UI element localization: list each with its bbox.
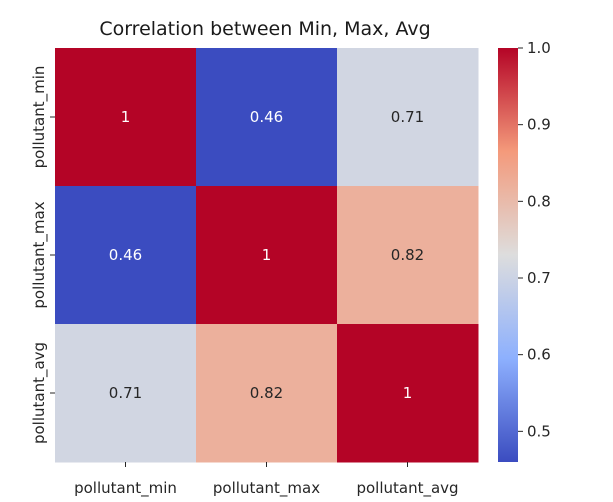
heatmap-cell-1-2 — [337, 186, 479, 325]
y-tick-label: pollutant_max — [30, 201, 49, 308]
heatmap-cell-0-1 — [196, 48, 338, 187]
x-tick-label: pollutant_max — [213, 479, 320, 498]
colorbar-tick-label: 0.9 — [527, 116, 551, 134]
heatmap-cells: 1 0.46 0.71 0.46 1 0.82 0.71 0.82 1 — [55, 48, 479, 463]
y-tick-label: pollutant_avg — [30, 342, 49, 444]
chart-title: Correlation between Min, Max, Avg — [99, 18, 430, 40]
colorbar: 0.5 0.6 0.7 0.8 0.9 1.0 — [498, 39, 551, 462]
heatmap-cell-2-1 — [196, 324, 338, 463]
cell-annotation-0-2: 0.71 — [391, 108, 424, 126]
heatmap-cell-2-0 — [55, 324, 197, 463]
x-tick-label: pollutant_min — [74, 479, 177, 498]
heatmap-cell-1-1 — [196, 186, 338, 325]
cell-annotation-1-2: 0.82 — [391, 246, 424, 264]
heatmap-cell-0-2 — [337, 48, 479, 187]
cell-annotation-2-2: 1 — [403, 384, 413, 402]
cell-annotation-0-1: 0.46 — [250, 108, 283, 126]
cell-annotation-2-0: 0.71 — [109, 384, 142, 402]
cell-annotation-2-1: 0.82 — [250, 384, 283, 402]
heatmap-cell-2-2 — [337, 324, 479, 463]
cell-annotation-1-1: 1 — [262, 246, 272, 264]
colorbar-tick-label: 0.7 — [527, 269, 551, 287]
colorbar-tick-label: 0.6 — [527, 346, 551, 364]
x-tick-label: pollutant_avg — [356, 479, 458, 498]
colorbar-tick-label: 0.5 — [527, 422, 551, 440]
colorbar-tick-label: 1.0 — [527, 39, 551, 57]
colorbar-tick-label: 0.8 — [527, 192, 551, 210]
y-axis: pollutant_min pollutant_max pollutant_avg — [30, 66, 55, 444]
heatmap-cell-0-0 — [55, 48, 197, 187]
colorbar-gradient — [498, 48, 518, 462]
cell-annotation-1-0: 0.46 — [109, 246, 142, 264]
cell-annotation-0-0: 1 — [121, 108, 131, 126]
heatmap-cell-1-0 — [55, 186, 197, 325]
y-tick-label: pollutant_min — [30, 66, 49, 169]
x-axis: pollutant_min pollutant_max pollutant_avg — [74, 462, 459, 498]
